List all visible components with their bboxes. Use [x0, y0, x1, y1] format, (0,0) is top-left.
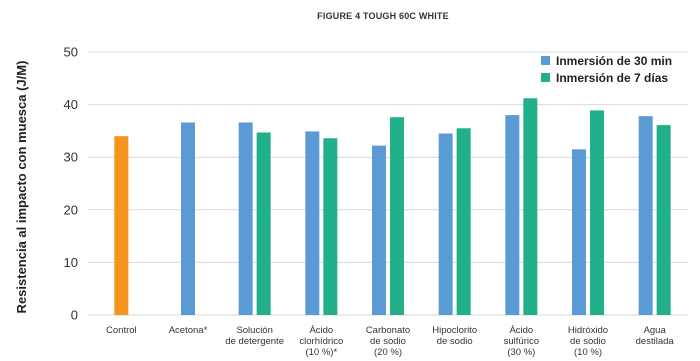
bar-30min	[505, 115, 520, 316]
category-label-line: (10 %)*	[305, 347, 337, 358]
category-label-line: Control	[106, 325, 137, 336]
category-label-line: Hipoclorito	[432, 325, 477, 336]
bar-30min	[238, 122, 253, 315]
bar-30min	[638, 116, 653, 315]
category-label-line: (30 %)	[507, 347, 535, 358]
bar-7days	[523, 98, 538, 316]
y-tick-labels: 0 10 20 30 40 50	[64, 45, 78, 323]
y-tick-label: 50	[64, 45, 78, 60]
category-label-line: Solución	[236, 325, 272, 336]
bar-7days	[390, 117, 404, 315]
category-label-line: Ácido	[309, 325, 333, 336]
bar-30min	[181, 122, 195, 315]
category-label: Control	[106, 325, 137, 336]
legend-swatch-30min	[541, 56, 550, 65]
chart-title: FIGURE 4 TOUGH 60C WHITE	[317, 11, 449, 21]
category-label-line: clorhídrico	[299, 336, 343, 347]
category-label-line: Agua	[644, 325, 667, 336]
legend-swatch-7days	[541, 73, 550, 82]
category-label: Agua destilada	[636, 325, 675, 347]
legend-label-30min: Inmersión de 30 min	[556, 54, 672, 68]
category-label-line: Ácido	[509, 325, 533, 336]
y-axis-label: Resistencia al impacto con muesca (J/M)	[14, 61, 29, 314]
bar-7days	[323, 138, 338, 315]
category-label-line: de sodio	[437, 336, 473, 347]
bars	[114, 98, 671, 316]
legend-label-7days: Inmersión de 7 días	[556, 71, 668, 85]
bar-7days	[590, 110, 604, 315]
category-label-line: (20 %)	[374, 347, 402, 358]
y-tick-label: 10	[64, 255, 78, 270]
bar-30min	[572, 149, 586, 315]
category-label: Ácido clorhídrico (10 %)*	[299, 325, 343, 358]
category-label: Carbonato de sodio (20 %)	[366, 325, 410, 358]
bar-30min	[305, 131, 320, 315]
y-tick-label: 0	[71, 308, 78, 323]
y-tick-label: 40	[64, 97, 78, 112]
category-label-line: Carbonato	[366, 325, 410, 336]
category-label: Solución de detergente	[225, 325, 284, 347]
category-label-line: Acetona*	[169, 325, 208, 336]
category-label-line: de detergente	[225, 336, 284, 347]
y-tick-label: 20	[64, 202, 78, 217]
category-label: Acetona*	[169, 325, 208, 336]
category-labels: Control Acetona* Solución de detergente Ácid…	[106, 325, 674, 358]
category-label-line: de sodio	[570, 336, 606, 347]
category-label-line: Hidróxido	[568, 325, 608, 336]
category-label-line: destilada	[636, 336, 675, 347]
category-label: Ácido sulfúrico (30 %)	[504, 325, 539, 358]
bar-30min	[438, 133, 453, 315]
category-label-line: de sodio	[370, 336, 406, 347]
bar-7days	[256, 132, 271, 315]
bar-7days	[456, 128, 471, 315]
category-label-line: sulfúrico	[504, 336, 539, 347]
bar-7days	[656, 125, 671, 315]
legend: Inmersión de 30 min Inmersión de 7 días	[541, 54, 672, 85]
y-tick-label: 30	[64, 150, 78, 165]
bar-control	[114, 136, 129, 315]
category-label: Hipoclorito de sodio	[432, 325, 477, 347]
category-label-line: (10 %)	[574, 347, 602, 358]
category-label: Hidróxido de sodio (10 %)	[568, 325, 608, 358]
bar-30min	[372, 145, 386, 315]
